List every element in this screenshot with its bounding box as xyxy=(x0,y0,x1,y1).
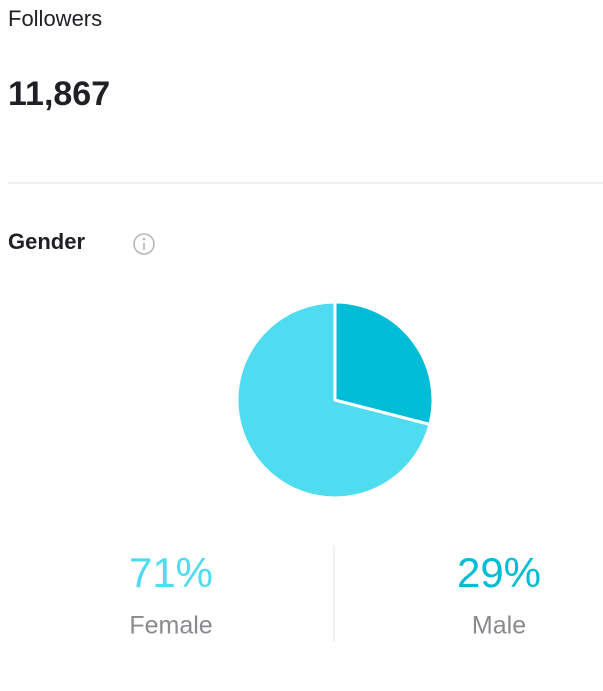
pie-slice xyxy=(333,300,435,426)
info-icon-dot xyxy=(142,237,146,241)
info-icon[interactable] xyxy=(133,233,155,255)
pie-slice xyxy=(235,300,432,500)
category-label: Female xyxy=(129,612,212,640)
category-label: Male xyxy=(472,612,526,640)
value-label: 29% xyxy=(457,549,541,596)
gender-title: Gender xyxy=(8,229,85,254)
pie xyxy=(235,300,435,500)
value-label: 71% xyxy=(129,549,213,596)
followers-count: 11,867 xyxy=(8,75,110,113)
info-icon-circle xyxy=(133,233,155,255)
followers-label: Followers xyxy=(8,6,102,31)
